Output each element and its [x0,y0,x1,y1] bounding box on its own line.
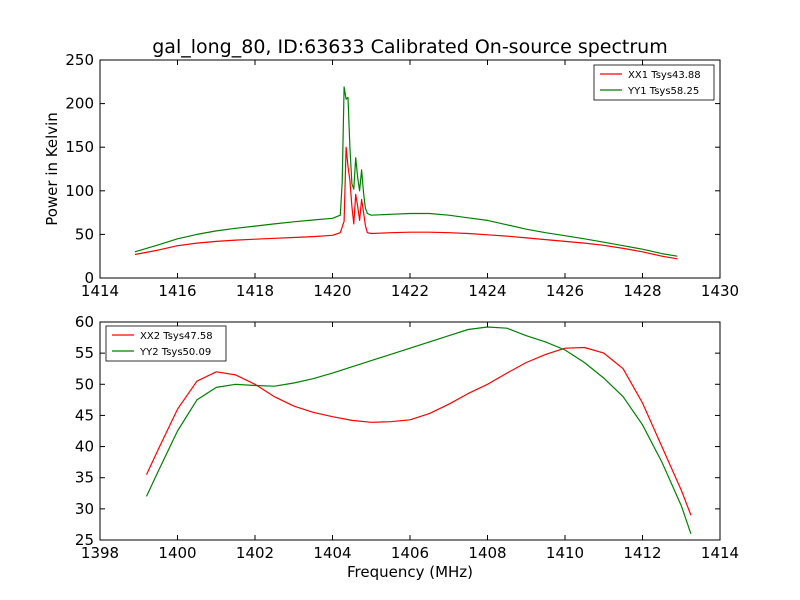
top-legend-label-yy1: YY1 Tsys58.25 [627,86,699,97]
bottom-y-tick-label: 45 [75,406,94,424]
bottom-x-axis-label: Frequency (MHz) [347,563,473,581]
bottom-x-tick-label: 1406 [391,544,429,562]
bottom-y-tick-label: 30 [75,500,94,518]
bottom-x-tick-label: 1412 [623,544,661,562]
bottom-y-tick-label: 55 [75,344,94,362]
bottom-x-tick-label: 1402 [236,544,274,562]
top-x-tick-label: 1420 [313,282,351,300]
bottom-legend: XX2 Tsys47.58 YY2 Tsys50.09 [105,325,227,362]
bottom-x-tick-label: 1414 [701,544,739,562]
top-x-tick-label: 1416 [158,282,196,300]
top-legend-box [593,64,715,101]
top-panel: 1414 1416 1418 1420 1422 1424 1426 1428 1430 0 50 1… [43,51,739,300]
top-y-tick-label: 0 [84,269,94,287]
top-x-tick-label: 1424 [468,282,506,300]
top-legend-label-xx1: XX1 Tsys43.88 [628,70,701,81]
top-series-group [134,86,678,260]
bottom-x-tick-label: 1404 [313,544,351,562]
top-x-tick-label: 1414 [81,282,119,300]
top-x-tick-label: 1430 [701,282,739,300]
top-y-tick-label: 100 [65,182,94,200]
top-x-tick-label: 1422 [391,282,429,300]
bottom-panel: 1398 1400 1402 1404 1406 1408 1410 1412 1414 25 30… [75,313,739,581]
bottom-series-line-2 [145,326,692,534]
bottom-series-line-1 [145,346,692,516]
bottom-legend-box [105,325,227,362]
bottom-y-tick-label: 50 [75,375,94,393]
chart-title: gal_long_80, ID:63633 Calibrated On-sour… [152,36,667,58]
top-y-tick-label: 150 [65,138,94,156]
top-series-line-2 [134,86,678,257]
top-y-axis-label: Power in Kelvin [43,112,61,226]
bottom-series-group [145,326,692,534]
top-tick-group: 1414 1416 1418 1420 1422 1424 1426 1428 1430 0 50 1… [65,51,739,300]
bottom-y-tick-label: 40 [75,438,94,456]
top-x-tick-label: 1418 [236,282,274,300]
bottom-x-tick-label: 1410 [546,544,584,562]
top-y-tick-label: 200 [65,95,94,113]
bottom-x-tick-label: 1400 [158,544,196,562]
bottom-tick-group: 1398 1400 1402 1404 1406 1408 1410 1412 1414 25 30… [75,313,739,562]
bottom-legend-label-xx2: XX2 Tsys47.58 [140,331,213,342]
bottom-legend-label-yy2: YY2 Tsys50.09 [139,347,211,358]
bottom-x-tick-label: 1398 [81,544,119,562]
bottom-y-tick-label: 60 [75,313,94,331]
top-y-tick-label: 50 [75,225,94,243]
top-series-line-1 [134,146,678,260]
bottom-y-tick-label: 25 [75,531,94,549]
top-y-tick-label: 250 [65,51,94,69]
top-legend: XX1 Tsys43.88 YY1 Tsys58.25 [593,64,715,101]
top-x-tick-label: 1426 [546,282,584,300]
bottom-x-tick-label: 1408 [468,544,506,562]
bottom-y-tick-label: 35 [75,469,94,487]
top-x-tick-label: 1428 [623,282,661,300]
